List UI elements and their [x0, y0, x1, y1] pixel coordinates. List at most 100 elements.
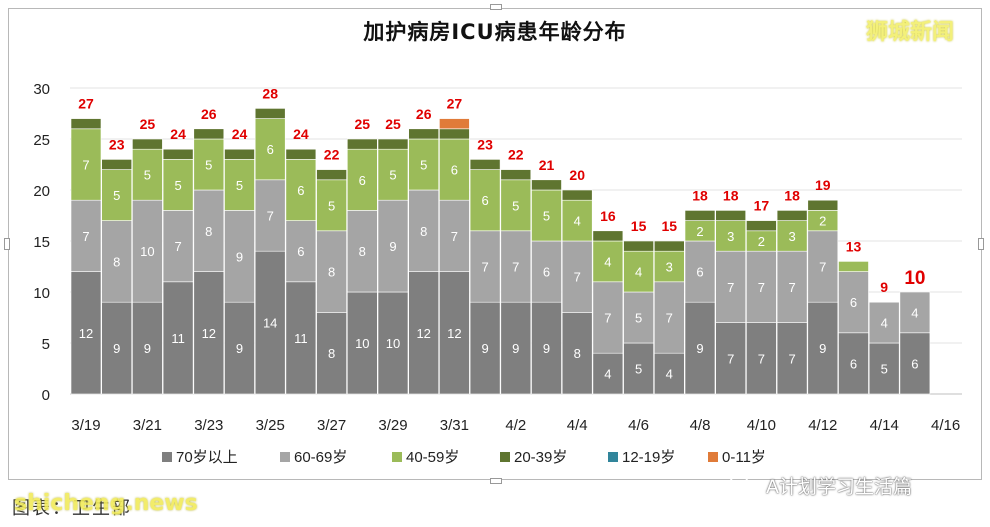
segment-value-label: 4: [911, 305, 918, 320]
total-value-label: 10: [904, 268, 925, 289]
segment-value-label: 4: [574, 214, 581, 229]
x-tick-label: 4/12: [808, 417, 837, 434]
bar-segment: [162, 148, 194, 160]
resize-handle-top[interactable]: [490, 4, 502, 10]
bar-segment: [70, 118, 102, 130]
bar-segment: [746, 250, 777, 323]
segment-value-label: 6: [297, 183, 304, 198]
bar-segment: [408, 189, 440, 272]
bar-segment: [623, 250, 654, 293]
segment-value-label: 9: [236, 341, 243, 356]
segment-value-label: 7: [174, 239, 181, 254]
segment-value-label: 8: [113, 254, 120, 269]
total-value-label: 28: [262, 85, 278, 101]
total-value-label: 24: [293, 126, 309, 142]
segment-value-label: 6: [359, 173, 366, 188]
x-tick-label: 4/4: [567, 417, 588, 434]
segment-value-label: 9: [543, 341, 550, 356]
bar-segment: [500, 179, 532, 232]
bar-segment: [838, 271, 869, 334]
bar-segment: [254, 179, 286, 252]
bar-segment: [439, 138, 470, 201]
segment-value-label: 10: [355, 336, 369, 351]
segment-value-label: 14: [263, 316, 277, 331]
segment-value-label: 6: [850, 295, 857, 310]
site-watermark: shicheng.news: [14, 491, 198, 516]
x-tick-label: 3/29: [378, 417, 407, 434]
resize-handle-right[interactable]: [978, 238, 984, 250]
total-value-label: 27: [78, 96, 94, 112]
legend-swatch: [608, 452, 618, 462]
bar-segment: [776, 250, 808, 323]
legend-label: 70岁以上: [176, 449, 238, 466]
segment-value-label: 5: [205, 158, 212, 173]
segment-value-label: 7: [267, 209, 274, 224]
bar-segment: [408, 138, 440, 191]
segment-value-label: 4: [666, 367, 673, 382]
segment-value-label: 7: [574, 270, 581, 285]
total-value-label: 25: [385, 116, 401, 132]
legend-swatch: [162, 452, 172, 462]
bar-segment: [316, 169, 347, 181]
bar-segment: [439, 271, 470, 395]
account-badge: A计划学习生活篇: [728, 471, 912, 499]
total-value-label: 18: [692, 187, 708, 203]
segment-value-label: 5: [174, 178, 181, 193]
segment-value-label: 12: [447, 326, 461, 341]
segment-value-label: 7: [666, 311, 673, 326]
bar-segment: [561, 240, 593, 313]
bar-segment: [101, 169, 132, 221]
segment-value-label: 8: [359, 244, 366, 259]
y-tick-label: 15: [33, 234, 50, 251]
bar-segment: [531, 301, 562, 395]
segment-value-label: 6: [297, 244, 304, 259]
bar-segment: [254, 118, 286, 181]
total-value-label: 26: [201, 106, 217, 122]
y-tick-label: 25: [33, 132, 50, 149]
x-tick-label: 3/31: [440, 417, 469, 434]
bar-segment: [653, 240, 685, 252]
total-value-label: 9: [880, 279, 888, 295]
bar-segment: [868, 342, 900, 395]
bar-segment: [684, 301, 716, 395]
bar-segment: [838, 261, 869, 272]
x-tick-label: 3/23: [194, 417, 223, 434]
bar-segment: [346, 138, 378, 150]
segment-value-label: 5: [144, 168, 151, 183]
total-value-label: 25: [355, 116, 371, 132]
resize-handle-left[interactable]: [4, 238, 10, 250]
segment-value-label: 7: [727, 351, 734, 366]
bar-segment: [346, 210, 378, 293]
bar-segment: [377, 148, 409, 201]
total-value-label: 15: [662, 218, 678, 234]
x-tick-label: 3/19: [71, 417, 100, 434]
y-tick-label: 30: [33, 81, 50, 98]
segment-value-label: 6: [451, 163, 458, 178]
x-tick-label: 4/10: [747, 417, 776, 434]
segment-value-label: 7: [727, 280, 734, 295]
segment-value-label: 9: [696, 341, 703, 356]
legend-swatch: [280, 452, 290, 462]
chart-title: 加护病房ICU病患年龄分布: [363, 20, 627, 44]
bar-segment: [561, 312, 593, 395]
stacked-bar-chart: 0510152025301277279852391052511752412852…: [33, 81, 962, 466]
resize-handle-bottom[interactable]: [490, 478, 502, 484]
segment-value-label: 7: [819, 260, 826, 275]
segment-value-label: 5: [881, 362, 888, 377]
segment-value-label: 7: [788, 280, 795, 295]
segment-value-label: 11: [294, 331, 308, 346]
x-tick-label: 3/25: [256, 417, 285, 434]
segment-value-label: 12: [416, 326, 430, 341]
bar-segment: [653, 250, 685, 283]
bar-segment: [193, 271, 225, 395]
bar-segment: [285, 159, 317, 221]
bar-segment: [408, 128, 440, 140]
segment-value-label: 7: [82, 229, 89, 244]
bar-segment: [316, 312, 347, 395]
y-tick-label: 20: [33, 183, 50, 200]
bar-segment: [623, 291, 654, 344]
bar-segment: [377, 199, 409, 293]
segment-value-label: 3: [666, 260, 673, 275]
bar-segment: [439, 118, 470, 130]
bar-segment: [101, 159, 132, 170]
